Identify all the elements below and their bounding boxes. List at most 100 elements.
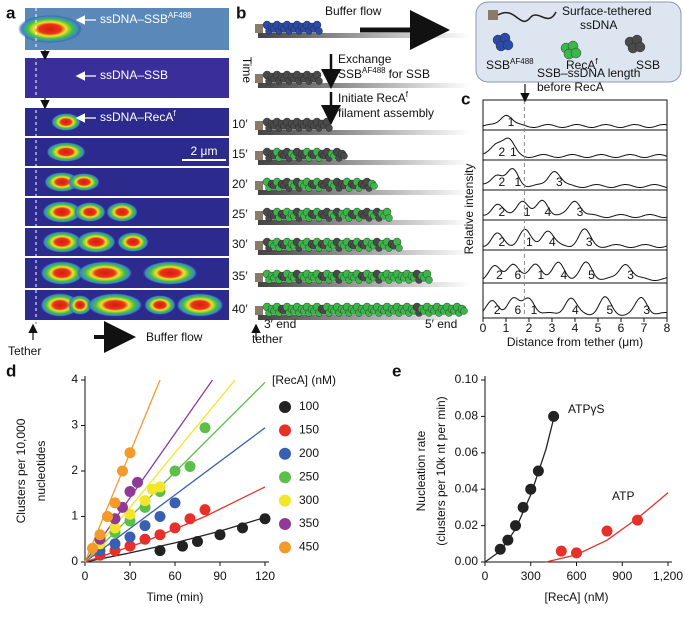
data-point xyxy=(555,545,567,557)
series-annotation: ATP xyxy=(612,489,634,503)
x-tick-label: 120 xyxy=(255,569,275,583)
x-tick-label: 30 xyxy=(123,569,137,583)
protein xyxy=(325,124,333,132)
plot-frame xyxy=(482,99,668,319)
label-sup: f xyxy=(595,57,598,66)
data-point xyxy=(132,476,143,488)
peak-label: 6 xyxy=(515,268,522,282)
data-point xyxy=(154,481,166,493)
label-sup: f xyxy=(406,90,409,99)
peak-label: 4 xyxy=(549,235,556,249)
protein xyxy=(385,214,393,222)
tether-anchor xyxy=(255,181,263,190)
data-point xyxy=(102,511,113,522)
fit-line xyxy=(84,379,214,563)
legend-protein xyxy=(502,39,514,51)
peak-label: 2 xyxy=(498,205,505,219)
time-point: 15′ xyxy=(232,147,248,161)
data-point xyxy=(192,536,203,548)
protein xyxy=(370,182,378,190)
x-tick-label: 2 xyxy=(526,321,533,335)
peak-label: 1 xyxy=(538,268,545,282)
protein xyxy=(460,307,468,315)
peak-label: 2 xyxy=(498,175,505,189)
x-tick-label: 0 xyxy=(82,569,89,583)
data-point xyxy=(139,495,151,507)
fluorescence-spot xyxy=(74,202,106,222)
x-tick-label: 7 xyxy=(641,321,648,335)
image-strip xyxy=(25,58,229,98)
label-text: for SSB xyxy=(389,67,430,81)
data-point xyxy=(199,504,211,516)
x-tick-label: 1 xyxy=(503,321,510,335)
y-tick-label: 0.00 xyxy=(455,554,479,568)
flow-cell-surface xyxy=(258,190,470,195)
fluorescence-spot xyxy=(76,231,116,253)
label-sup: AF488 xyxy=(168,11,192,20)
peak-label: 1 xyxy=(526,235,533,249)
data-point xyxy=(109,522,121,534)
data-point xyxy=(502,534,514,546)
flow-cell-surface xyxy=(258,250,470,255)
legend-protein xyxy=(570,47,582,59)
label: RecAf xyxy=(566,57,598,73)
tether-anchor xyxy=(255,241,263,250)
label: SSBAF488 for SSB xyxy=(338,66,430,82)
time-point: 25′ xyxy=(232,207,248,221)
x-tick-label: 60 xyxy=(168,569,182,583)
peak-label: 4 xyxy=(544,205,551,219)
legend-label: 150 xyxy=(299,423,319,437)
data-point xyxy=(525,483,537,495)
fluorescence-spot xyxy=(77,261,133,285)
peak-label: 1 xyxy=(531,303,538,317)
x-tick-label: 0 xyxy=(482,569,489,583)
scale-label: 2 μm xyxy=(191,144,218,158)
data-point xyxy=(184,513,196,525)
legend-label: 100 xyxy=(299,399,319,413)
tether-anchor xyxy=(255,273,263,282)
data-point xyxy=(154,511,166,522)
fit-line xyxy=(484,412,556,563)
legend-title: [RecA] (nM) xyxy=(272,373,336,387)
legend-text: Surface-tethered xyxy=(562,4,651,18)
y-tick-label: 2 xyxy=(71,463,78,477)
legend-label: 300 xyxy=(299,493,319,507)
legend-box xyxy=(475,1,682,83)
legend-marker xyxy=(279,447,291,460)
peak-label: 4 xyxy=(561,268,568,282)
label-text: RecA xyxy=(566,58,595,72)
fluorescence-spot xyxy=(68,295,92,315)
protein xyxy=(315,27,323,35)
fluorescence-spot xyxy=(87,293,143,317)
data-point xyxy=(117,465,128,477)
data-point xyxy=(548,410,560,422)
y-axis-label: (clusters per 10k nt per min) xyxy=(434,396,448,545)
data-point xyxy=(124,540,136,552)
panel-label: c xyxy=(461,89,470,108)
label: ssDNA–SSB xyxy=(100,68,168,82)
legend-text: ssDNA xyxy=(580,18,617,32)
y-axis-label: Relative intensity xyxy=(462,164,476,255)
fluorescence-spot xyxy=(68,173,100,191)
flow-cell-surface xyxy=(258,282,470,287)
tether-label: Tether xyxy=(8,344,41,358)
x-axis-label: Distance from tether (μm) xyxy=(507,335,643,349)
fit-line xyxy=(545,492,669,563)
label-sup: AF488 xyxy=(362,66,386,75)
data-point xyxy=(601,525,613,537)
x-tick-label: 300 xyxy=(521,569,541,583)
tether-icon xyxy=(488,10,498,20)
fluorescence-spot xyxy=(51,113,81,131)
legend-marker xyxy=(279,424,291,437)
note: SSB–ssDNA length xyxy=(537,66,640,80)
data-point xyxy=(510,520,521,532)
x-tick-label: 0 xyxy=(480,321,487,335)
peak-label: 2 xyxy=(494,303,501,317)
end-label: tether xyxy=(252,332,283,346)
ssdna-icon xyxy=(497,11,557,22)
peak-label: 1 xyxy=(508,115,515,129)
note: before RecA xyxy=(537,80,604,94)
